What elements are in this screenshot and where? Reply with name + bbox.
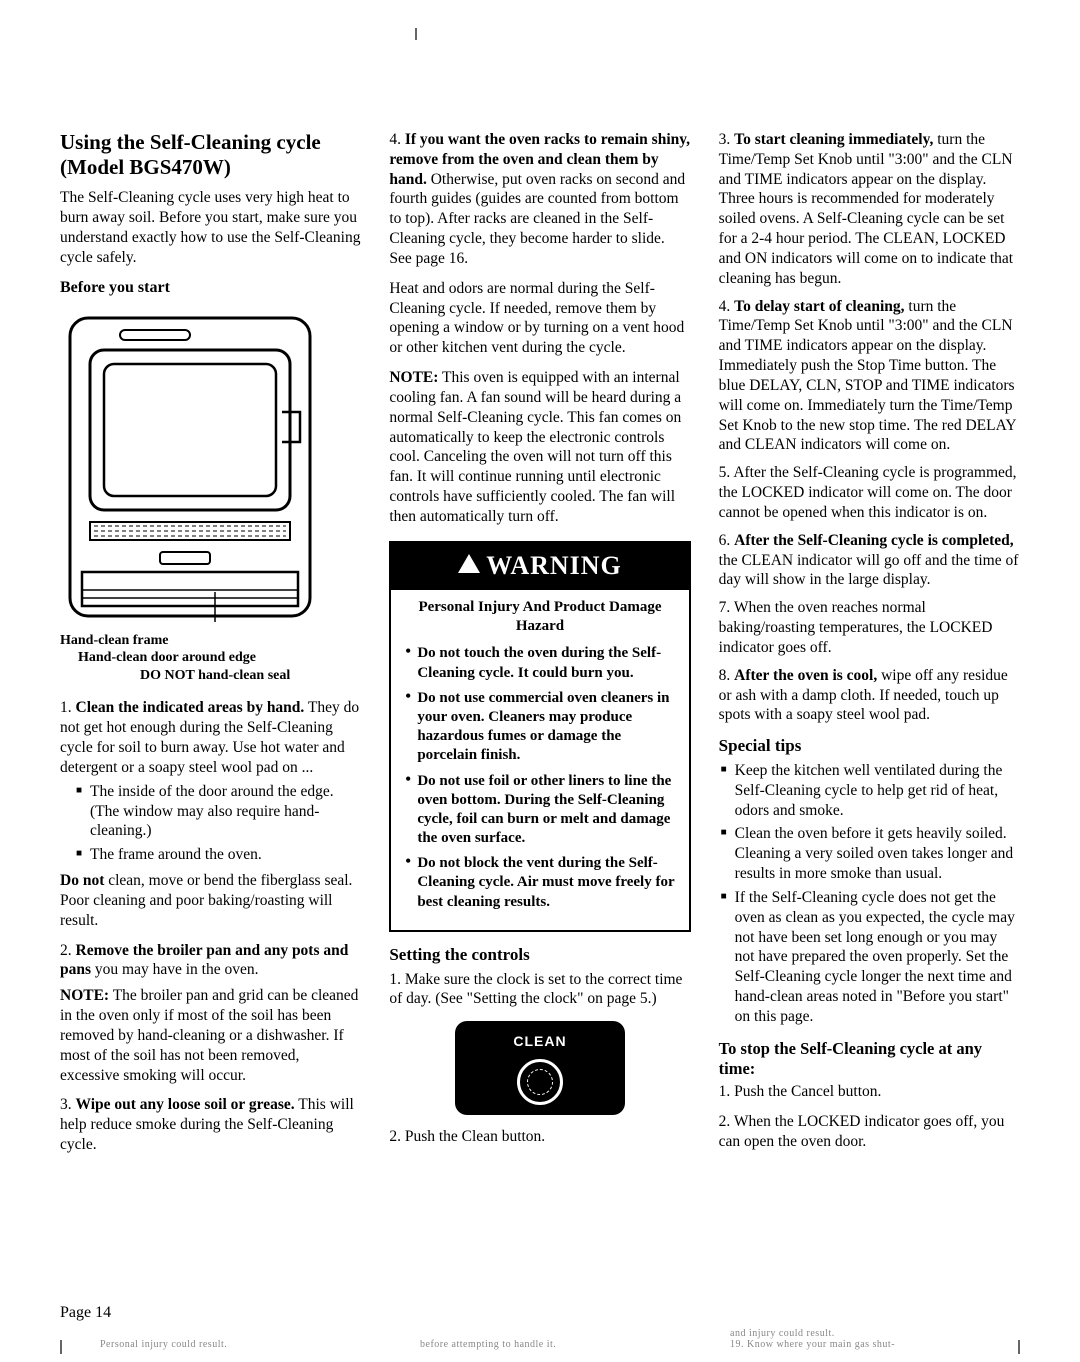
setting-step-2: 2. Push the Clean button. bbox=[389, 1127, 690, 1147]
clean-button-illustration: CLEAN bbox=[455, 1021, 625, 1115]
step-4c: 4. To delay start of cleaning, turn the … bbox=[719, 297, 1020, 456]
warning-bar-text: WARNING bbox=[486, 549, 622, 582]
special-tips-list: Keep the kitchen well ventilated during … bbox=[719, 761, 1020, 1027]
section-title: Using the Self-Cleaning cycle (Model BGS… bbox=[60, 130, 361, 180]
warning-item: Do not touch the oven during the Self-Cl… bbox=[405, 644, 674, 682]
intro-paragraph: The Self-Cleaning cycle uses very high h… bbox=[60, 188, 361, 267]
warning-item: Do not use foil or other liners to line … bbox=[405, 772, 674, 849]
setting-controls-heading: Setting the controls bbox=[389, 944, 690, 966]
footer-fragment-left: Personal injury could result. bbox=[100, 1339, 227, 1350]
setting-step-1: 1. Make sure the clock is set to the cor… bbox=[389, 970, 690, 1010]
tip-item: If the Self-Cleaning cycle does not get … bbox=[721, 888, 1020, 1027]
heat-odors-paragraph: Heat and odors are normal during the Sel… bbox=[389, 279, 690, 358]
bullet-item: The inside of the door around the edge. … bbox=[76, 782, 361, 841]
fan-note-paragraph: NOTE: This oven is equipped with an inte… bbox=[389, 368, 690, 527]
diagram-caption: Hand-clean frame Hand-clean door around … bbox=[60, 632, 361, 685]
step-3: 3. Wipe out any loose soil or grease. Th… bbox=[60, 1095, 361, 1154]
warning-item: Do not use commercial oven cleaners in y… bbox=[405, 689, 674, 766]
warning-items: Do not touch the oven during the Self-Cl… bbox=[405, 644, 674, 911]
step-1-bullets: The inside of the door around the edge. … bbox=[60, 782, 361, 865]
special-tips-heading: Special tips bbox=[719, 735, 1020, 757]
step-1: 1. Clean the indicated areas by hand. Th… bbox=[60, 698, 361, 930]
step-8c: 8. After the oven is cool, wipe off any … bbox=[719, 666, 1020, 725]
step-6c: 6. After the Self-Cleaning cycle is comp… bbox=[719, 531, 1020, 590]
clean-circle-icon bbox=[517, 1059, 563, 1105]
step-1-after: Do not clean, move or bend the fiberglas… bbox=[60, 871, 361, 930]
step-3c: 3. To start cleaning immediately, turn t… bbox=[719, 130, 1020, 289]
warning-hazard-heading: Personal Injury And Product Damage Hazar… bbox=[405, 598, 674, 636]
scan-tick-right bbox=[1018, 1340, 1020, 1354]
warning-box: WARNING Personal Injury And Product Dama… bbox=[389, 541, 690, 932]
step-7c: 7. When the oven reaches normal baking/r… bbox=[719, 598, 1020, 657]
caption-line-2: Hand-clean door around edge bbox=[60, 649, 361, 667]
before-steps-list-cont: 4. If you want the oven racks to remain … bbox=[389, 130, 690, 269]
scan-tick-left bbox=[60, 1340, 62, 1354]
footer-fragment-right: and injury could result. 19. Know where … bbox=[730, 1328, 895, 1350]
stop-cycle-heading: To stop the Self-Cleaning cycle at any t… bbox=[719, 1039, 1020, 1079]
stop-step-2: 2. When the LOCKED indicator goes off, y… bbox=[719, 1112, 1020, 1152]
clean-label: CLEAN bbox=[455, 1033, 625, 1051]
warning-item: Do not block the vent during the Self-Cl… bbox=[405, 854, 674, 912]
before-you-start-heading: Before you start bbox=[60, 278, 361, 298]
step-5c: 5. After the Self-Cleaning cycle is prog… bbox=[719, 463, 1020, 522]
footer-fragment-center: before attempting to handle it. bbox=[420, 1339, 556, 1350]
tip-item: Keep the kitchen well ventilated during … bbox=[721, 761, 1020, 820]
caption-line-1: Hand-clean frame bbox=[60, 632, 361, 650]
content-columns: Using the Self-Cleaning cycle (Model BGS… bbox=[60, 130, 1020, 1165]
step-4: 4. If you want the oven racks to remain … bbox=[389, 130, 690, 269]
page-number: Page 14 bbox=[60, 1304, 111, 1322]
scan-artifact-tick bbox=[415, 28, 417, 40]
before-steps-list: 1. Clean the indicated areas by hand. Th… bbox=[60, 698, 361, 1154]
step-2-note: NOTE: The broiler pan and grid can be cl… bbox=[60, 986, 361, 1085]
column-1: Using the Self-Cleaning cycle (Model BGS… bbox=[60, 130, 361, 1165]
oven-diagram bbox=[60, 312, 320, 622]
bullet-item: The frame around the oven. bbox=[76, 845, 361, 865]
stop-step-1: 1. Push the Cancel button. bbox=[719, 1082, 1020, 1102]
column-3: 3. To start cleaning immediately, turn t… bbox=[719, 130, 1020, 1165]
warning-body: Personal Injury And Product Damage Hazar… bbox=[391, 590, 688, 920]
warning-triangle-icon bbox=[458, 554, 480, 573]
tip-item: Clean the oven before it gets heavily so… bbox=[721, 824, 1020, 883]
step-2: 2. Remove the broiler pan and any pots a… bbox=[60, 941, 361, 1086]
setting-steps-continued: 3. To start cleaning immediately, turn t… bbox=[719, 130, 1020, 725]
column-2: 4. If you want the oven racks to remain … bbox=[389, 130, 690, 1165]
warning-bar: WARNING bbox=[391, 543, 688, 590]
caption-line-3: DO NOT hand-clean seal bbox=[60, 667, 361, 685]
